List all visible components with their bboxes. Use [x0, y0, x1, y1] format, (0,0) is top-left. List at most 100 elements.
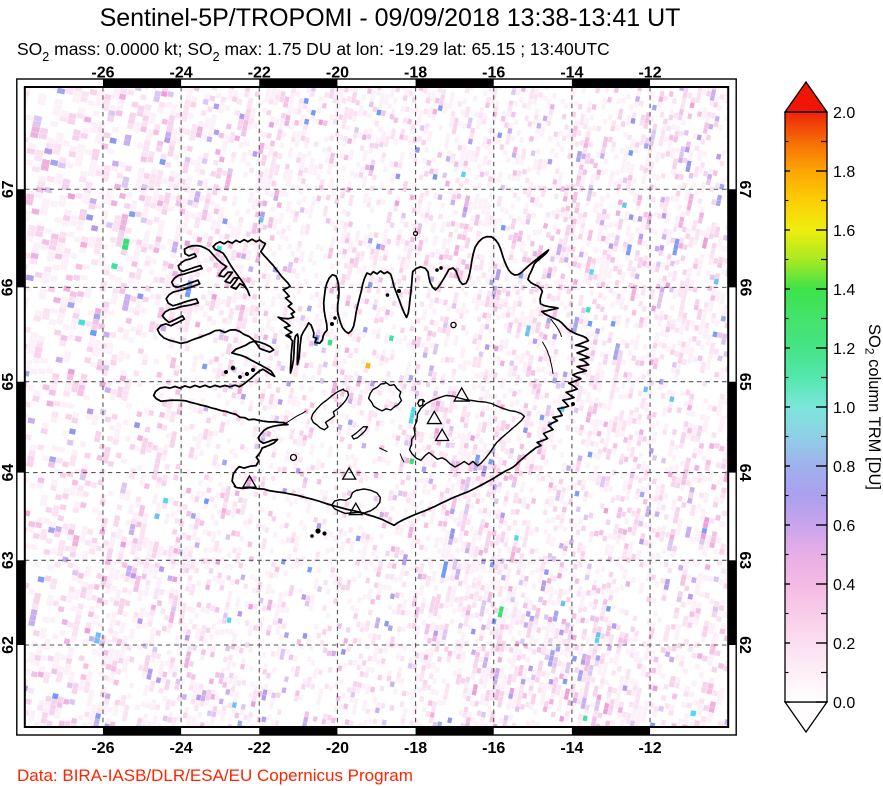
axis-tick-labels: -26 -26 -24 -24 -22 -22 -20 -20 -18 -18 -16 -16 -14 -… — [0, 65, 753, 758]
so2-pixels — [24, 87, 729, 727]
glacier-outline-hofsjokull — [367, 381, 403, 412]
islet-dot — [238, 375, 242, 379]
lon-tick-label-top: -22 — [248, 65, 271, 82]
islet-dot — [251, 368, 256, 373]
small-feature-grimsey — [412, 230, 419, 237]
river-line — [542, 341, 554, 374]
glacier-outline-vatnajokull — [408, 394, 526, 468]
islet-dot — [315, 528, 321, 534]
colorbar-over-arrow — [783, 80, 829, 113]
lat-tick-label-right: 63 — [736, 551, 753, 569]
colorbar-tick-label: 0.8 — [833, 459, 855, 476]
small-feature-thingvallavatn — [289, 453, 298, 462]
lon-tick-label-bottom: -26 — [91, 740, 114, 757]
so2-pixels — [24, 87, 729, 727]
lat-tick-label-left: 64 — [0, 464, 17, 482]
subtitle-text: max: 1.75 DU at lon: -19.29 lat: 65.15 ;… — [219, 39, 610, 59]
volcano-triangle-marker — [341, 466, 357, 480]
frame-black-segment — [16, 381, 25, 473]
colorbar-tick-label: 0.0 — [833, 695, 855, 712]
colorbar-tick-label: 0.2 — [833, 636, 855, 653]
islet-dot — [385, 293, 390, 297]
lon-tick-label-bottom: -14 — [560, 740, 583, 757]
lon-tick-label-bottom: -16 — [482, 740, 505, 757]
islet-dot — [435, 268, 439, 272]
colorbar-under-arrow — [783, 701, 829, 734]
islet-dot — [230, 365, 236, 371]
volcano-triangle-marker — [453, 386, 471, 402]
colorbar-tick-label: 1.6 — [833, 223, 855, 240]
frame-black-segment — [728, 560, 737, 646]
lat-tick-label-left: 63 — [0, 551, 17, 569]
frame-black-segment — [728, 189, 737, 288]
colorbar-tick-label: 1.4 — [833, 282, 855, 299]
lon-tick-label-top: -26 — [91, 65, 114, 82]
islet-dot — [570, 402, 575, 407]
lat-tick-label-left: 62 — [0, 636, 17, 654]
colorbar-axis-label: SO2 column TRM [DU] — [863, 324, 883, 490]
frame-inner-line — [23, 86, 730, 728]
glacier-outline-langjokull — [310, 388, 350, 431]
volcano-triangle-marker — [241, 474, 258, 488]
islet-dot — [439, 266, 443, 270]
lon-tick-label-top: -20 — [326, 65, 349, 82]
volcano-markers — [241, 386, 471, 516]
lon-tick-label-bottom: -22 — [248, 740, 271, 757]
frame-black-segment — [102, 727, 182, 735]
coastline-layer — [152, 230, 590, 538]
colorbar-tick-label: 0.4 — [833, 577, 855, 594]
subtitle-text: mass: 0.0000 kt; SO — [49, 39, 213, 59]
river-line — [399, 453, 405, 463]
frame-black-segment — [259, 79, 338, 87]
lat-tick-label-left: 65 — [0, 373, 17, 391]
river-line — [550, 318, 562, 337]
lon-tick-label-top: -12 — [638, 65, 661, 82]
frame-black-segment — [415, 727, 494, 735]
frame-black-segment — [16, 189, 25, 288]
islet-dot — [310, 534, 314, 538]
colorbar-tick-label: 1.2 — [833, 341, 855, 358]
subtitle-text: SO — [17, 39, 43, 59]
small-feature-myvatn — [450, 321, 457, 329]
volcano-triangle-marker — [348, 501, 364, 516]
volcano-triangle-marker — [434, 427, 450, 442]
subscript: 2 — [42, 49, 50, 64]
river-line — [379, 447, 388, 452]
lon-tick-label-top: -16 — [482, 65, 505, 82]
lat-tick-label-left: 66 — [0, 278, 17, 296]
frame-black-segment — [415, 79, 494, 87]
so2-pixels — [24, 87, 729, 727]
lon-tick-label-top: -14 — [560, 65, 583, 82]
colorbar-tick-label: 1.8 — [833, 164, 855, 181]
subscript: 2 — [212, 49, 220, 64]
subtitle: SO2 mass: 0.0000 kt; SO2 max: 1.75 DU at… — [17, 39, 610, 64]
colorbar-tick-label: 1.0 — [833, 400, 855, 417]
frame-black-segment — [259, 727, 338, 735]
frame-black-segment — [728, 381, 737, 473]
frame-black-segment — [571, 79, 651, 87]
lat-tick-label-right: 65 — [736, 373, 753, 391]
map-frame — [16, 78, 737, 736]
lon-tick-label-top: -24 — [170, 65, 193, 82]
glacier-outline-tungnafellsjokull — [417, 398, 426, 408]
lat-tick-label-left: 67 — [0, 180, 17, 198]
so2-max-pixel — [365, 362, 371, 369]
page-title: Sentinel-5P/TROPOMI - 09/09/2018 13:38-1… — [99, 4, 681, 32]
islet-dot — [224, 369, 229, 374]
frame-black-segment — [102, 79, 182, 87]
graticule-gridlines — [24, 87, 729, 727]
islet-dot — [333, 316, 337, 320]
lon-tick-label-bottom: -12 — [638, 740, 661, 757]
islet-dot — [329, 322, 334, 327]
colorbar: 0.0 0.2 0.4 0.6 0.8 1.0 1.2 1.4 1.6 1.8 2.0 SO2 col… — [783, 80, 883, 734]
lat-tick-label-right: 66 — [736, 278, 753, 296]
colorbar-tick-label: 2.0 — [833, 105, 855, 122]
so2-raster-layer — [24, 87, 729, 727]
lat-tick-label-right: 67 — [736, 180, 753, 198]
colorbar-tick-label: 0.6 — [833, 518, 855, 535]
lake-thorisvatn — [351, 426, 369, 440]
iceland-coastline — [152, 235, 590, 527]
lon-tick-label-top: -18 — [404, 65, 427, 82]
frame-black-segment — [571, 727, 651, 735]
